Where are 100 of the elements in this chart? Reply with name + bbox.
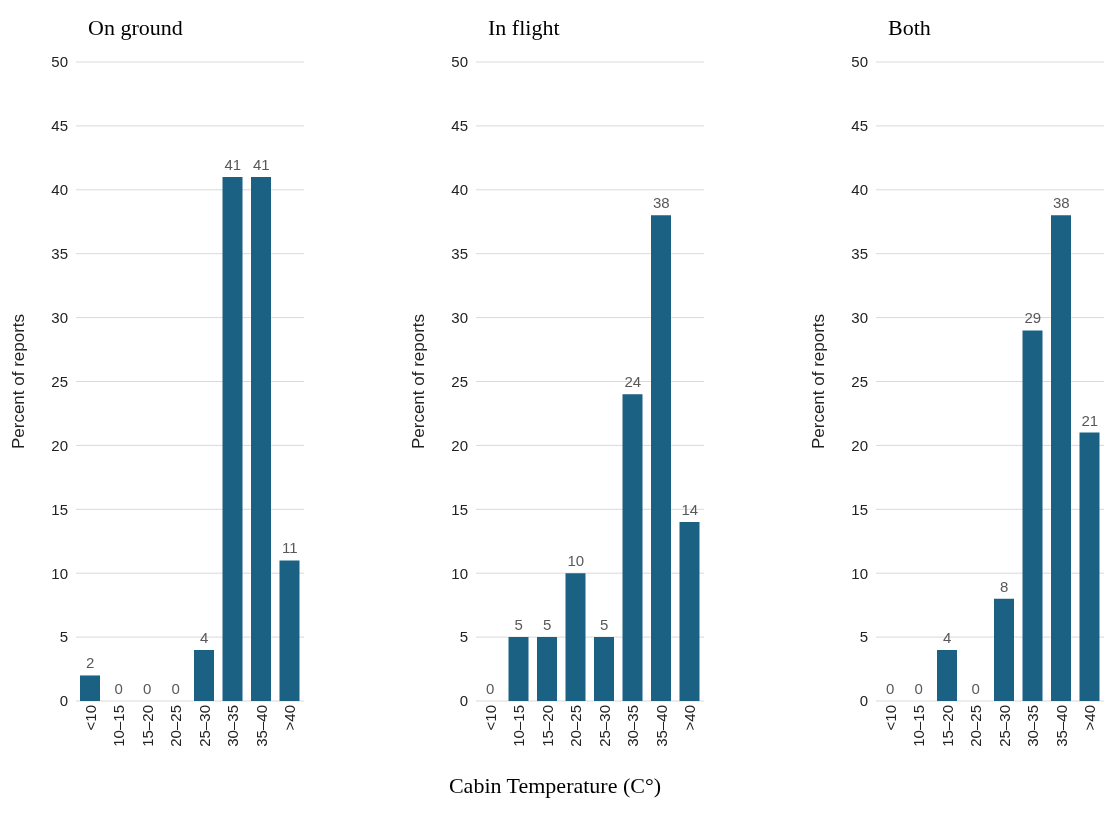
bar <box>537 637 557 701</box>
x-tick-label: <10 <box>81 705 99 731</box>
x-tick-label: >40 <box>281 705 299 731</box>
y-tick-label: 25 <box>851 372 868 390</box>
chart-title: Both <box>888 14 932 42</box>
y-tick-label: 50 <box>851 53 868 71</box>
bar <box>622 394 643 701</box>
x-tick-label: 25–30 <box>595 705 613 747</box>
data-label: 41 <box>224 156 242 174</box>
bar <box>508 637 529 701</box>
y-tick-label: 40 <box>51 181 68 199</box>
data-label: 5 <box>600 616 609 634</box>
y-tick-label: 10 <box>451 564 468 582</box>
data-label: 0 <box>914 680 923 697</box>
y-tick-label: 0 <box>459 692 468 710</box>
y-axis-title: Percent of reports <box>9 313 29 450</box>
bar <box>594 637 614 701</box>
y-tick-label: 40 <box>851 181 868 199</box>
x-tick-label: >40 <box>1081 705 1099 731</box>
y-tick-label: 50 <box>451 53 468 71</box>
y-tick-label: 25 <box>51 372 68 390</box>
y-tick-label: 30 <box>51 308 68 326</box>
bar <box>222 177 243 701</box>
y-tick-label: 40 <box>451 181 468 199</box>
data-label: 5 <box>543 616 552 634</box>
data-label: 4 <box>200 628 209 646</box>
y-tick-label: 30 <box>851 308 868 326</box>
y-tick-label: 45 <box>451 117 468 135</box>
y-tick-label: 10 <box>851 564 868 582</box>
data-label: 0 <box>971 680 980 697</box>
y-tick-label: 20 <box>451 436 468 454</box>
x-tick-label: 20–25 <box>967 705 985 747</box>
y-tick-label: 20 <box>51 436 68 454</box>
bar <box>679 522 700 701</box>
x-tick-label: 10–15 <box>910 705 928 747</box>
bar <box>1051 215 1071 701</box>
y-tick-label: 15 <box>451 500 468 518</box>
data-label: 24 <box>624 373 642 391</box>
data-label: 29 <box>1024 309 1042 327</box>
data-label: 2 <box>86 654 95 672</box>
y-tick-label: 5 <box>859 628 868 646</box>
bar <box>80 675 100 701</box>
y-tick-label: 5 <box>459 628 468 646</box>
y-tick-label: 35 <box>451 245 468 263</box>
data-label: 10 <box>567 552 585 570</box>
bar <box>279 560 300 701</box>
x-axis-title: Cabin Temperature (C°) <box>447 773 663 799</box>
data-label: 14 <box>681 501 699 519</box>
x-tick-label: 35–40 <box>652 705 670 747</box>
data-label: 21 <box>1081 411 1099 429</box>
y-tick-label: 15 <box>51 500 68 518</box>
chart-title: In flight <box>488 14 561 42</box>
data-label: 0 <box>114 680 123 697</box>
y-tick-label: 45 <box>51 117 68 135</box>
y-tick-label: 30 <box>451 308 468 326</box>
data-label: 0 <box>886 680 895 697</box>
x-tick-label: 35–40 <box>252 705 270 747</box>
x-tick-label: 30–35 <box>1024 705 1042 747</box>
x-tick-label: 10–15 <box>510 705 528 747</box>
x-tick-label: 15–20 <box>138 705 156 747</box>
y-tick-label: 5 <box>59 628 68 646</box>
x-tick-label: >40 <box>681 705 699 731</box>
data-label: 0 <box>143 680 152 697</box>
x-tick-label: <10 <box>481 705 499 731</box>
bar <box>994 598 1014 701</box>
y-tick-label: 45 <box>851 117 868 135</box>
x-tick-label: 10–15 <box>110 705 128 747</box>
bar <box>1079 432 1100 701</box>
y-tick-label: 0 <box>859 692 868 710</box>
bar <box>565 573 586 701</box>
data-label: 0 <box>486 680 495 697</box>
y-tick-label: 10 <box>51 564 68 582</box>
x-tick-label: 15–20 <box>938 705 956 747</box>
bar <box>1022 330 1043 701</box>
data-label: 11 <box>281 539 298 557</box>
x-tick-label: 35–40 <box>1052 705 1070 747</box>
x-tick-label: 25–30 <box>995 705 1013 747</box>
y-tick-label: 0 <box>59 692 68 710</box>
y-axis-title: Percent of reports <box>409 313 429 450</box>
x-tick-label: <10 <box>881 705 899 731</box>
data-label: 38 <box>652 194 670 212</box>
y-tick-label: 35 <box>51 245 68 263</box>
data-label: 5 <box>514 616 523 634</box>
data-label: 4 <box>943 628 952 646</box>
y-tick-label: 20 <box>851 436 868 454</box>
bar <box>651 215 671 701</box>
chart-title: On ground <box>88 14 184 42</box>
y-axis-title: Percent of reports <box>809 313 829 450</box>
x-tick-label: 20–25 <box>567 705 585 747</box>
y-tick-label: 25 <box>451 372 468 390</box>
y-tick-label: 35 <box>851 245 868 263</box>
bar <box>194 649 214 701</box>
x-tick-label: 15–20 <box>538 705 556 747</box>
data-label: 0 <box>171 680 180 697</box>
bar <box>251 177 271 701</box>
x-tick-label: 20–25 <box>167 705 185 747</box>
y-tick-label: 15 <box>851 500 868 518</box>
data-label: 8 <box>1000 577 1009 595</box>
x-tick-label: 25–30 <box>195 705 213 747</box>
x-tick-label: 30–35 <box>224 705 242 747</box>
